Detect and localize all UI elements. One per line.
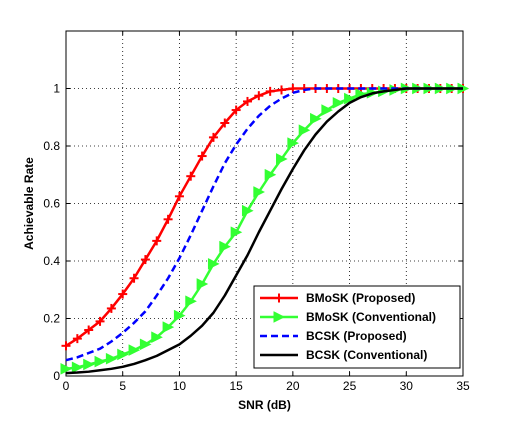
data-point bbox=[276, 153, 288, 165]
data-point bbox=[196, 278, 209, 290]
x-tick-label: 20 bbox=[286, 379, 300, 393]
legend-item: BMoSK (Proposed) bbox=[260, 291, 415, 305]
data-point bbox=[163, 214, 173, 224]
y-tick-label: 0 bbox=[53, 369, 60, 383]
x-tick-label: 15 bbox=[229, 379, 243, 393]
data-point bbox=[128, 344, 141, 356]
y-tick-label: 1 bbox=[53, 82, 60, 96]
data-point bbox=[287, 137, 299, 149]
data-point bbox=[207, 258, 220, 270]
data-point bbox=[230, 226, 243, 239]
legend-item: BCSK (Proposed) bbox=[260, 329, 407, 343]
data-point bbox=[83, 358, 95, 371]
data-point bbox=[197, 151, 207, 161]
data-point bbox=[186, 171, 196, 181]
data-point bbox=[208, 132, 218, 142]
data-point bbox=[231, 105, 241, 115]
x-tick-label: 30 bbox=[400, 379, 414, 393]
data-point bbox=[152, 236, 162, 246]
legend-label: BMoSK (Proposed) bbox=[306, 291, 415, 305]
x-tick-label: 0 bbox=[63, 379, 70, 393]
legend-label: BCSK (Conventional) bbox=[306, 348, 427, 362]
data-point bbox=[242, 96, 252, 106]
data-point bbox=[60, 363, 73, 375]
data-point bbox=[185, 295, 197, 308]
x-tick-label: 25 bbox=[343, 379, 357, 393]
data-point bbox=[95, 316, 105, 326]
data-point bbox=[298, 124, 311, 136]
legend-item: BCSK (Conventional) bbox=[260, 348, 427, 362]
series-3 bbox=[65, 87, 463, 375]
data-point bbox=[220, 118, 230, 128]
data-point bbox=[288, 84, 298, 93]
data-point bbox=[117, 348, 129, 361]
axes: 0 5 10 15 20 25 30 35 0 0.2 0.4 0.6 0.8 1 bbox=[43, 30, 470, 393]
x-tick-label: 10 bbox=[173, 379, 187, 393]
data-point bbox=[321, 104, 334, 116]
data-point bbox=[173, 309, 186, 322]
legend-label: BCSK (Proposed) bbox=[306, 329, 407, 343]
legend-label: BMoSK (Conventional) bbox=[306, 310, 436, 324]
data-point bbox=[219, 240, 231, 253]
data-point bbox=[106, 303, 116, 313]
data-point bbox=[61, 341, 71, 351]
data-point bbox=[139, 338, 152, 351]
data-point bbox=[72, 334, 82, 344]
data-point bbox=[344, 92, 356, 105]
series-line bbox=[65, 87, 463, 375]
y-tick-label: 0.2 bbox=[43, 312, 60, 326]
data-point bbox=[310, 112, 322, 125]
data-point bbox=[253, 186, 265, 198]
data-point bbox=[273, 311, 286, 323]
y-tick-label: 0.4 bbox=[43, 254, 60, 268]
series-layer bbox=[60, 82, 470, 375]
data-point bbox=[84, 325, 94, 335]
legend-item: BMoSK (Conventional) bbox=[260, 310, 436, 324]
x-axis-label: SNR (dB) bbox=[238, 398, 291, 412]
y-tick-label: 0.8 bbox=[43, 139, 60, 153]
x-tick-label: 35 bbox=[456, 379, 470, 393]
grid bbox=[66, 31, 463, 376]
data-point bbox=[151, 331, 163, 343]
legend: BMoSK (Proposed) BMoSK (Conventional) BCSK… bbox=[253, 285, 461, 369]
data-point bbox=[277, 85, 287, 95]
y-tick-label: 0.6 bbox=[43, 197, 60, 211]
data-point bbox=[264, 168, 277, 181]
data-point bbox=[105, 352, 118, 365]
data-point bbox=[118, 289, 128, 299]
data-point bbox=[129, 273, 139, 283]
data-point bbox=[265, 86, 275, 96]
y-axis-label: Achievable Rate bbox=[22, 157, 36, 250]
data-point bbox=[162, 321, 175, 333]
data-point bbox=[332, 97, 345, 109]
data-point bbox=[274, 293, 284, 303]
data-point bbox=[174, 191, 184, 201]
data-point bbox=[94, 355, 107, 368]
data-point bbox=[254, 91, 264, 101]
x-tick-label: 5 bbox=[119, 379, 126, 393]
data-point bbox=[71, 361, 84, 374]
data-point bbox=[241, 204, 254, 217]
data-point bbox=[140, 255, 150, 265]
